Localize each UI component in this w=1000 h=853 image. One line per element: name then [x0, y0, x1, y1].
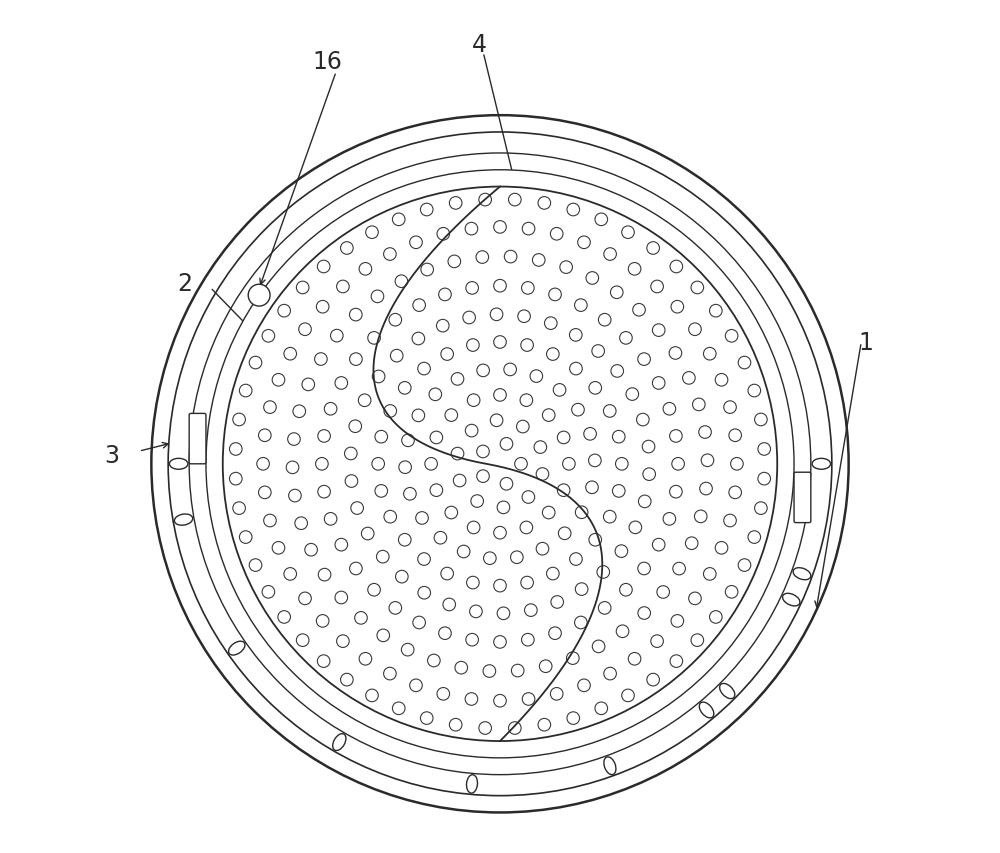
FancyBboxPatch shape	[794, 473, 811, 523]
Ellipse shape	[604, 757, 616, 775]
Ellipse shape	[333, 734, 346, 751]
Text: 4: 4	[471, 32, 486, 56]
Ellipse shape	[720, 683, 735, 699]
Text: 16: 16	[313, 49, 343, 73]
Ellipse shape	[699, 702, 714, 718]
Text: 2: 2	[177, 272, 192, 296]
Ellipse shape	[466, 775, 477, 793]
Text: 1: 1	[858, 331, 873, 355]
Ellipse shape	[229, 641, 245, 655]
Circle shape	[168, 133, 832, 796]
Ellipse shape	[169, 459, 188, 470]
Circle shape	[206, 171, 794, 758]
Circle shape	[223, 188, 777, 741]
Circle shape	[248, 285, 270, 307]
Circle shape	[151, 116, 849, 813]
Ellipse shape	[793, 568, 811, 580]
Ellipse shape	[783, 594, 800, 606]
Ellipse shape	[812, 459, 831, 470]
FancyBboxPatch shape	[189, 414, 206, 464]
Text: 3: 3	[104, 444, 119, 467]
Circle shape	[189, 154, 811, 775]
Ellipse shape	[174, 514, 193, 525]
